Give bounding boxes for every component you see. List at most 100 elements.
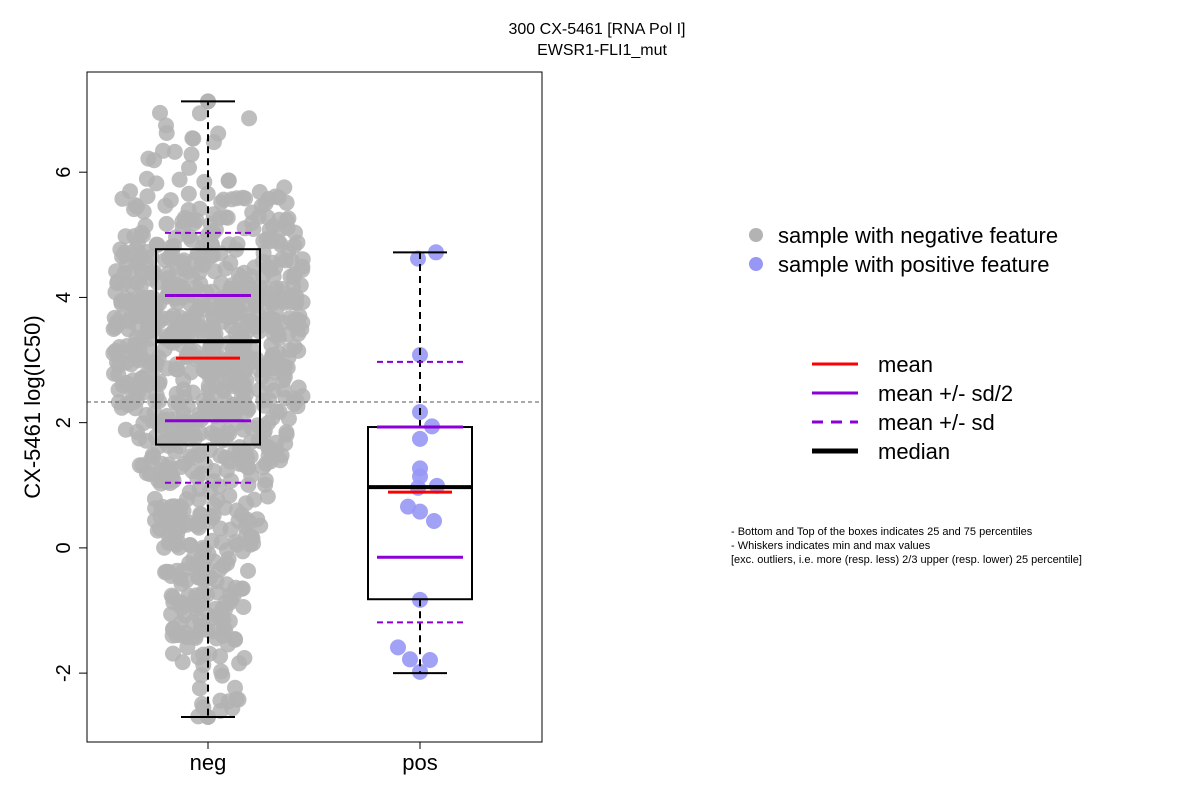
neg-point	[164, 468, 181, 485]
neg-point	[256, 397, 273, 414]
neg-point	[237, 444, 254, 461]
neg-point	[257, 472, 274, 489]
neg-point	[166, 143, 183, 160]
x-tick-label-pos: pos	[402, 750, 437, 775]
neg-point	[193, 255, 210, 272]
neg-point	[193, 667, 210, 684]
neg-point	[158, 330, 175, 347]
neg-point	[235, 599, 252, 615]
note-line: [exc. outliers, i.e. more (resp. less) 2…	[731, 554, 1082, 566]
neg-point	[129, 423, 146, 440]
neg-point	[271, 403, 288, 420]
pos-point	[412, 430, 428, 447]
neg-point	[111, 339, 128, 355]
legend-label-positive: sample with positive feature	[778, 252, 1049, 277]
neg-point	[229, 536, 246, 553]
neg-point	[180, 185, 197, 202]
neg-point	[163, 606, 180, 623]
neg-point	[220, 172, 237, 189]
neg-point	[238, 372, 255, 389]
neg-point	[242, 529, 259, 546]
neg-point	[171, 171, 188, 188]
neg-point	[110, 381, 127, 398]
pos-point	[426, 513, 442, 529]
neg-point	[214, 380, 230, 397]
neg-point	[255, 425, 272, 442]
neg-point	[259, 290, 276, 307]
neg-point	[197, 457, 214, 473]
neg-point	[243, 312, 260, 329]
neg-point	[128, 330, 145, 346]
y-axis: -2 0 2 4 6	[53, 167, 421, 749]
neg-point	[262, 314, 278, 330]
neg-point	[122, 183, 139, 200]
neg-point	[193, 506, 210, 523]
neg-point	[206, 496, 223, 513]
neg-point	[146, 152, 163, 169]
neg-point	[222, 587, 239, 604]
pos-point	[390, 639, 406, 656]
pos-point	[402, 651, 418, 668]
neg-point	[201, 442, 218, 458]
neg-point	[286, 395, 303, 412]
neg-point	[267, 259, 284, 276]
neg-point	[211, 478, 228, 495]
neg-point	[188, 279, 205, 296]
neg-point	[105, 321, 122, 337]
neg-point	[207, 348, 224, 365]
chart-notes: - Bottom and Top of the boxes indicates …	[731, 525, 1082, 567]
neg-point	[240, 562, 256, 579]
legend-points: sample with negative feature sample with…	[749, 223, 1058, 277]
y-tick-label: 6	[53, 167, 75, 178]
neg-point	[236, 650, 253, 666]
legend-label-negative: sample with negative feature	[778, 223, 1058, 248]
neg-point	[285, 269, 302, 286]
neg-point	[152, 104, 168, 121]
neg-point	[133, 261, 150, 278]
neg-point	[163, 587, 180, 604]
neg-point	[236, 264, 253, 281]
note-line: - Bottom and Top of the boxes indicates …	[731, 526, 1033, 538]
neg-point	[164, 250, 181, 267]
neg-point	[184, 463, 201, 480]
neg-point	[173, 278, 190, 294]
neg-point	[117, 228, 134, 245]
neg-point	[191, 105, 208, 122]
y-tick-label: 2	[53, 417, 75, 428]
legend-label-sd-half: mean +/- sd/2	[878, 381, 1013, 406]
neg-point	[199, 185, 216, 202]
neg-point	[191, 569, 208, 586]
box-neg	[155, 248, 261, 446]
neg-point	[152, 520, 168, 537]
neg-point	[113, 309, 130, 326]
neg-point	[191, 200, 208, 217]
neg-point	[152, 509, 169, 525]
neg-point	[150, 438, 167, 455]
neg-point	[133, 224, 150, 241]
neg-point	[157, 197, 174, 214]
neg-point	[148, 175, 165, 192]
neg-point	[129, 198, 145, 215]
neg-point	[167, 361, 184, 377]
neg-point	[128, 240, 145, 257]
neg-point	[259, 488, 276, 505]
neg-point	[212, 520, 229, 537]
neg-point	[165, 645, 181, 662]
neg-point	[175, 502, 192, 519]
neg-point	[125, 380, 142, 397]
neg-point	[191, 680, 208, 697]
neg-point	[204, 401, 221, 418]
neg-point	[139, 188, 156, 205]
pos-point	[422, 652, 438, 668]
neg-point	[116, 275, 132, 292]
neg-point	[238, 495, 254, 512]
neg-point	[241, 514, 258, 531]
y-axis-label: CX-5461 log(IC50)	[20, 315, 45, 498]
neg-point	[264, 352, 281, 369]
chart-subtitle: EWSR1-FLI1_mut	[537, 42, 667, 59]
x-tick-label-neg: neg	[190, 750, 227, 775]
neg-point	[171, 570, 188, 587]
neg-point	[106, 365, 122, 382]
neg-point	[181, 228, 198, 245]
